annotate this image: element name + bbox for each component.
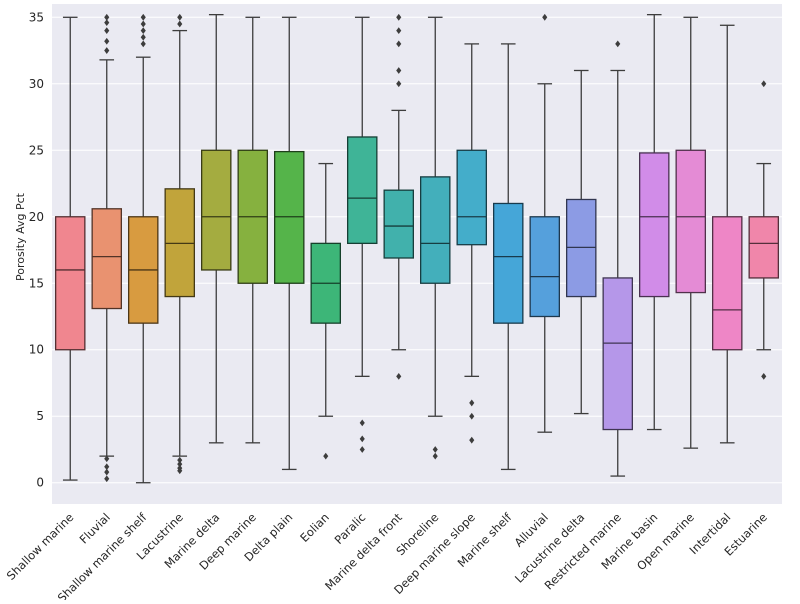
iqr-box xyxy=(164,188,195,298)
y-tick-label: 5 xyxy=(36,409,44,423)
box-3 xyxy=(164,13,195,475)
box-13 xyxy=(529,13,561,433)
outlier-point xyxy=(396,40,402,48)
iqr-box xyxy=(91,208,123,310)
outlier-point xyxy=(542,13,548,21)
outlier-point xyxy=(396,13,402,21)
outlier-point xyxy=(177,456,183,464)
outlier-point xyxy=(396,80,402,88)
outlier-point xyxy=(615,40,621,48)
outlier-point xyxy=(396,27,402,34)
outlier-point xyxy=(104,27,110,34)
outlier-point xyxy=(104,455,110,463)
box-12 xyxy=(492,43,524,471)
box-19 xyxy=(748,80,780,380)
iqr-box xyxy=(456,149,487,246)
y-tick-label: 0 xyxy=(36,476,44,490)
iqr-box xyxy=(529,216,561,318)
iqr-box xyxy=(602,277,634,431)
outlier-point xyxy=(396,372,402,380)
iqr-box xyxy=(712,216,743,351)
outlier-point xyxy=(104,19,110,27)
outlier-point xyxy=(469,399,475,407)
outlier-point xyxy=(469,436,475,444)
y-tick-label: 25 xyxy=(29,143,44,157)
iqr-box xyxy=(200,149,232,271)
box-8 xyxy=(346,16,378,453)
outlier-point xyxy=(359,435,365,443)
iqr-box xyxy=(346,136,378,245)
outlier-point xyxy=(140,20,146,28)
box-7 xyxy=(310,162,341,460)
box-14 xyxy=(566,69,597,415)
outlier-point xyxy=(140,13,146,21)
outlier-point xyxy=(177,20,183,28)
outlier-point xyxy=(359,419,365,427)
outlier-point xyxy=(104,13,110,21)
plot-background xyxy=(52,4,782,504)
iqr-box xyxy=(639,152,670,298)
outlier-point xyxy=(177,13,183,21)
iqr-box xyxy=(383,189,414,259)
outlier-point xyxy=(104,47,110,54)
box-9 xyxy=(383,13,414,380)
outlier-point xyxy=(432,452,438,460)
y-tick-label: 15 xyxy=(29,276,44,290)
box-18 xyxy=(712,24,743,444)
box-11 xyxy=(456,43,487,444)
iqr-box xyxy=(419,176,451,284)
iqr-box xyxy=(273,150,305,284)
y-tick-labels: 0 5 10 15 20 25 30 35 xyxy=(29,10,44,489)
y-tick-label: 20 xyxy=(29,210,44,224)
y-tick-label: 10 xyxy=(29,343,44,357)
boxes xyxy=(55,13,780,484)
iqr-box xyxy=(492,202,524,324)
outlier-point xyxy=(104,37,110,45)
box-10 xyxy=(419,16,451,460)
outlier-point xyxy=(761,80,767,88)
box-5 xyxy=(237,16,268,444)
x-tick-label: Shallow marine xyxy=(4,510,77,583)
outlier-point xyxy=(104,475,110,483)
outlier-point xyxy=(432,446,438,453)
box-0 xyxy=(55,16,86,481)
outlier-point xyxy=(359,446,365,453)
outlier-point xyxy=(396,67,402,74)
iqr-box xyxy=(55,216,86,351)
outlier-point xyxy=(761,372,767,380)
box-17 xyxy=(675,16,707,449)
y-tick-label: 35 xyxy=(29,10,44,24)
box-4 xyxy=(200,13,232,444)
iqr-box xyxy=(748,216,780,279)
outlier-point xyxy=(177,460,183,468)
iqr-box xyxy=(675,149,707,294)
y-axis-label: Porosity Avg Pct xyxy=(14,192,27,281)
outlier-point xyxy=(104,468,110,476)
outlier-point xyxy=(104,463,110,471)
outlier-point xyxy=(469,412,475,420)
outlier-point xyxy=(140,33,146,41)
box-1 xyxy=(91,13,123,483)
outlier-point xyxy=(140,27,146,34)
box-2 xyxy=(127,13,159,484)
outlier-point xyxy=(177,467,183,475)
box-6 xyxy=(273,16,305,471)
box-16 xyxy=(639,13,670,431)
iqr-box xyxy=(566,198,597,298)
x-tick-label: Eolian xyxy=(297,510,332,545)
outlier-point xyxy=(323,452,329,460)
outlier-point xyxy=(140,40,146,48)
y-tick-label: 30 xyxy=(29,77,44,91)
box-15 xyxy=(602,40,634,477)
